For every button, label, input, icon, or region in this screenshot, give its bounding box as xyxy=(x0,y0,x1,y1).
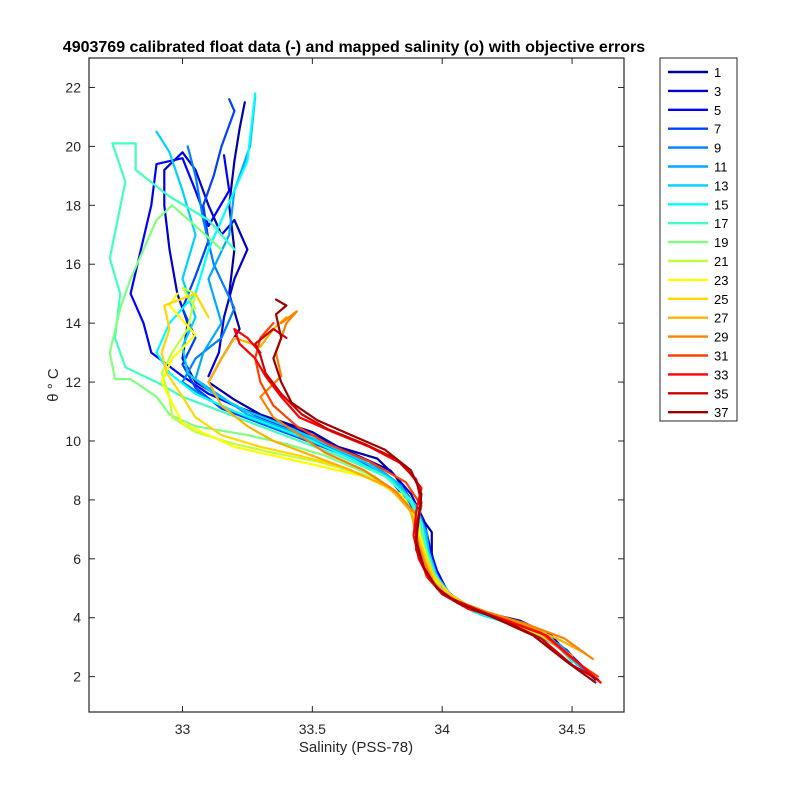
legend-box xyxy=(659,57,738,422)
y-tick-label: 8 xyxy=(73,492,81,508)
y-tick-label: 4 xyxy=(73,610,81,626)
y-tick-label: 16 xyxy=(65,256,81,272)
legend-label-9: 9 xyxy=(714,141,721,156)
axes-box xyxy=(88,57,625,713)
series-line-29 xyxy=(259,310,594,661)
legend-label-31: 31 xyxy=(714,349,728,364)
legend-label-3: 3 xyxy=(714,84,721,99)
legend-label-11: 11 xyxy=(714,160,728,175)
legend-label-15: 15 xyxy=(714,197,728,212)
legend-label-35: 35 xyxy=(714,386,728,401)
x-tick-label: 33.5 xyxy=(299,721,326,737)
legend-label-19: 19 xyxy=(714,235,728,250)
y-tick-label: 14 xyxy=(65,315,81,331)
x-tick-label: 34 xyxy=(434,721,450,737)
y-tick-label: 18 xyxy=(65,197,81,213)
legend-label-23: 23 xyxy=(714,273,728,288)
series-line-23 xyxy=(160,292,517,622)
legend-label-1: 1 xyxy=(714,65,721,80)
legend-label-27: 27 xyxy=(714,311,728,326)
y-axis-label: θ ° C xyxy=(45,368,62,402)
legend-label-13: 13 xyxy=(714,178,728,193)
legend-label-33: 33 xyxy=(714,367,728,382)
y-axis-ticks: 2 4 6 8 10 12 14 16 18 20 22 xyxy=(65,79,624,685)
y-tick-label: 2 xyxy=(73,669,81,685)
y-tick-label: 20 xyxy=(65,138,81,154)
x-axis-label: Salinity (PSS-78) xyxy=(299,739,413,756)
y-tick-label: 12 xyxy=(65,374,81,390)
x-tick-label: 33 xyxy=(175,721,191,737)
legend-label-17: 17 xyxy=(714,216,728,231)
series-line-37 xyxy=(272,298,597,684)
x-tick-label: 34.5 xyxy=(558,721,585,737)
legend-label-5: 5 xyxy=(714,103,721,118)
legend-label-25: 25 xyxy=(714,292,728,307)
series-layer xyxy=(108,92,602,684)
y-tick-label: 10 xyxy=(65,433,81,449)
legend-label-37: 37 xyxy=(714,405,728,420)
x-axis-ticks: 33 33.5 34 34.5 xyxy=(175,58,586,737)
legend-label-21: 21 xyxy=(714,254,728,269)
chart-title: 4903769 calibrated float data (-) and ma… xyxy=(63,39,645,56)
series-line-35 xyxy=(254,327,600,681)
y-tick-label: 6 xyxy=(73,551,81,567)
legend-label-29: 29 xyxy=(714,330,728,345)
y-tick-label: 22 xyxy=(65,79,81,95)
plot-area xyxy=(89,58,624,712)
legend-label-7: 7 xyxy=(714,122,721,137)
